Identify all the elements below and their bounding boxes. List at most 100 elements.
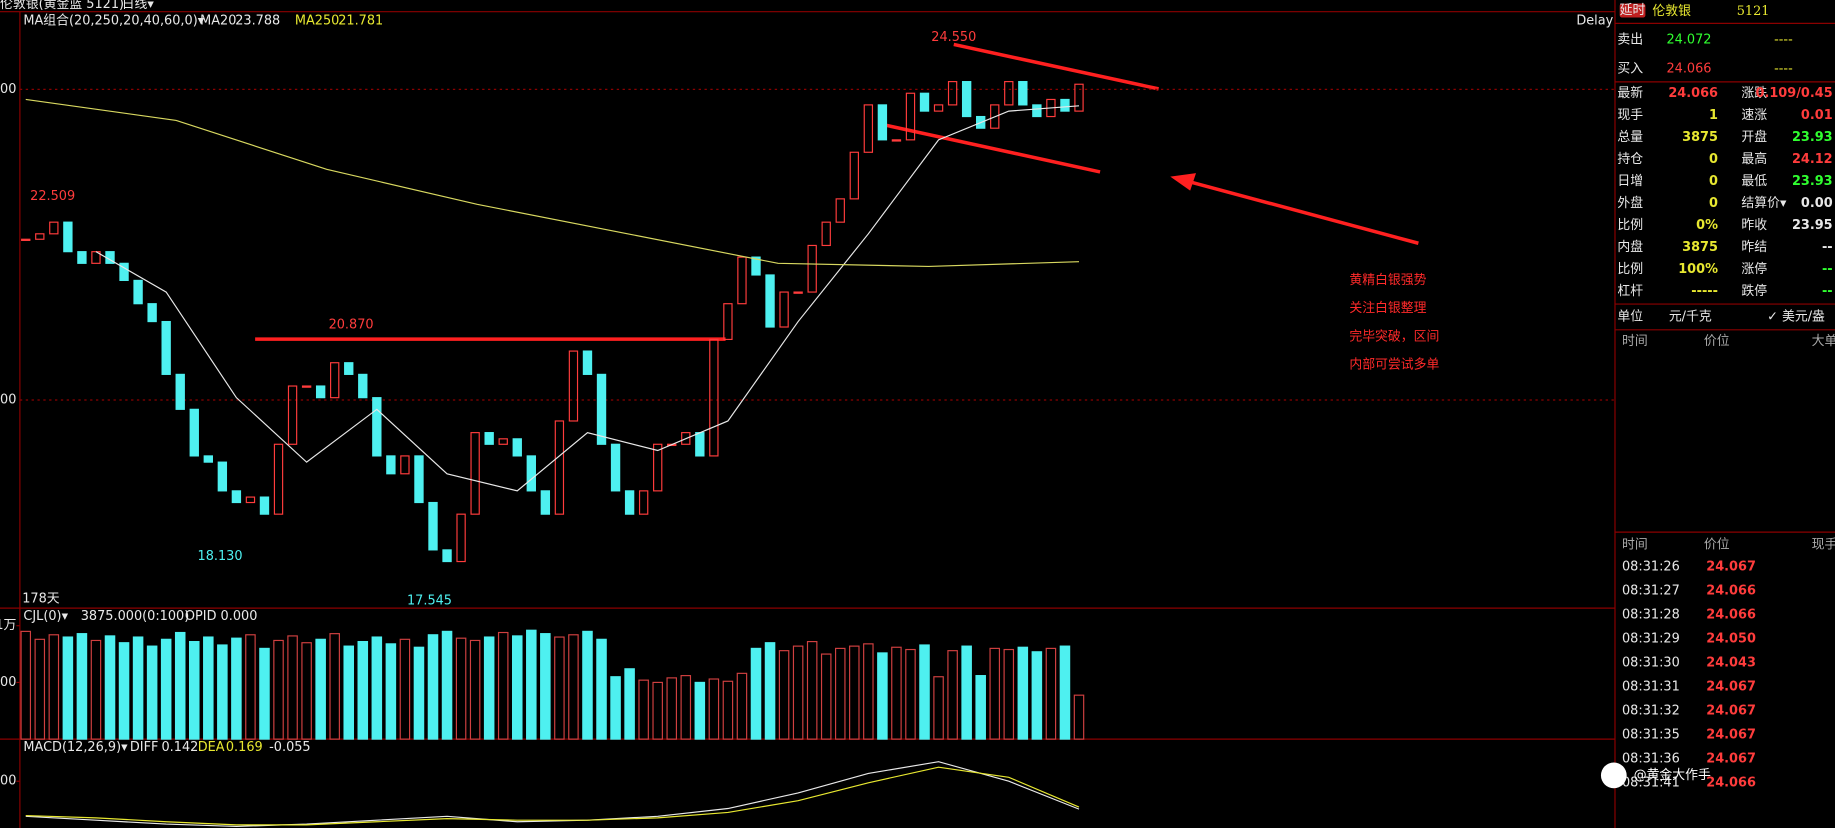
stat-value: 0 (1709, 152, 1718, 167)
dea-line (25, 766, 1080, 826)
channel-top (953, 42, 1159, 91)
stat-value: 24.12 (1792, 152, 1833, 167)
volume-bar (596, 638, 607, 740)
ma-legend: MA组合(20,250,20,40,60,0)▾ (23, 14, 204, 29)
stat-value: 23.93 (1792, 174, 1833, 189)
volume-bar (203, 636, 214, 740)
tick-time: 08:31:31 (1622, 680, 1680, 695)
ma250-value: 21.781 (338, 14, 383, 29)
candle (807, 244, 817, 293)
unit-value: 元/千克 (1669, 309, 1712, 324)
candle (582, 350, 593, 375)
candle (821, 221, 831, 247)
stat-label: 最高 (1741, 151, 1767, 167)
macd-value: -0.055 (269, 740, 310, 755)
price-annotation: 24.550 (931, 30, 976, 45)
candle (1018, 81, 1028, 106)
candle (231, 490, 242, 504)
candle (372, 397, 382, 457)
volume-bar (933, 676, 944, 740)
stat-value: 23.95 (1792, 218, 1833, 233)
note-line: 黄精白银强势 (1349, 272, 1426, 288)
ma250-label: MA250 (295, 14, 339, 29)
volume-bar (132, 636, 144, 740)
tick-time: 08:31:26 (1622, 560, 1680, 575)
volume-bar (1059, 645, 1071, 740)
tick-time: 08:31:27 (1622, 584, 1680, 599)
column-header: 时间 (1622, 537, 1648, 552)
candle (849, 151, 859, 200)
ma20-line (95, 105, 1080, 492)
volume-bar (919, 644, 930, 740)
volume-bar (792, 645, 804, 740)
candle (891, 139, 902, 142)
candle (315, 385, 326, 399)
unit-option: ✓ 美元/盎 (1767, 309, 1825, 324)
volume-bar (76, 633, 88, 740)
price-annotation: 22.509 (30, 189, 75, 204)
y-tick-label: 1万 (0, 618, 17, 633)
tick-time: 08:31:32 (1622, 704, 1680, 719)
candle (990, 104, 1000, 129)
candle (147, 303, 157, 323)
diff-value: 0.142 (161, 740, 198, 755)
badge-text: 延时 (1620, 3, 1646, 18)
candle (344, 362, 354, 375)
volume-bar (624, 668, 635, 740)
candle (596, 373, 607, 445)
candle (119, 262, 129, 281)
candle (428, 501, 438, 551)
candle (624, 490, 635, 515)
volume-bar (34, 638, 46, 740)
candle (203, 455, 213, 463)
candle (835, 198, 845, 223)
column-header: 时间 (1622, 334, 1648, 349)
candle (259, 496, 270, 515)
column-header: 价位 (1704, 334, 1730, 349)
volume-bar (329, 633, 340, 740)
volume-bar (680, 675, 692, 740)
stat-value: 23.93 (1792, 130, 1833, 145)
volume-bar (287, 635, 298, 740)
volume-bar (357, 641, 369, 740)
candle (456, 513, 466, 563)
candle (526, 455, 536, 492)
volume-bar (947, 650, 958, 740)
volume-bar (90, 639, 102, 740)
volume-bar (666, 677, 678, 740)
stat-label: 最新 (1617, 85, 1643, 101)
candle (554, 420, 565, 515)
volume-bar (694, 681, 706, 740)
candle (35, 233, 45, 240)
volume-bar (1031, 651, 1043, 740)
quote-code: 5121 (1737, 4, 1770, 19)
volume-bar (441, 630, 453, 740)
symbol-title: 伦敦银(黄金篮 5121) (0, 0, 124, 12)
price-annotation: 20.870 (329, 318, 374, 333)
candle (161, 320, 171, 375)
dea-value: 0.169 (226, 740, 263, 755)
candle (695, 432, 705, 457)
volume-bar (1073, 694, 1085, 740)
badge (1619, 3, 1646, 18)
candle (793, 291, 803, 294)
stat-value: 100% (1678, 262, 1718, 277)
note-line: 内部可尝试多单 (1349, 356, 1439, 372)
candle (1074, 83, 1084, 112)
candle (947, 81, 958, 106)
candle (358, 373, 368, 399)
macd-title: MACD(12,26,9)▾ (23, 740, 128, 755)
tick-time: 08:31:35 (1622, 728, 1680, 743)
delay: Delay (1576, 14, 1613, 29)
candle (737, 256, 747, 305)
stat-value: ----- (1691, 284, 1718, 299)
stat-label: 日增 (1617, 174, 1643, 189)
opid-value: OPID 0.000 (185, 609, 258, 624)
candle (681, 432, 691, 445)
stat-label: 持仓 (1617, 152, 1643, 167)
candle (49, 221, 59, 235)
candle (287, 385, 298, 445)
candle (189, 408, 199, 457)
volume-bar (259, 647, 270, 740)
